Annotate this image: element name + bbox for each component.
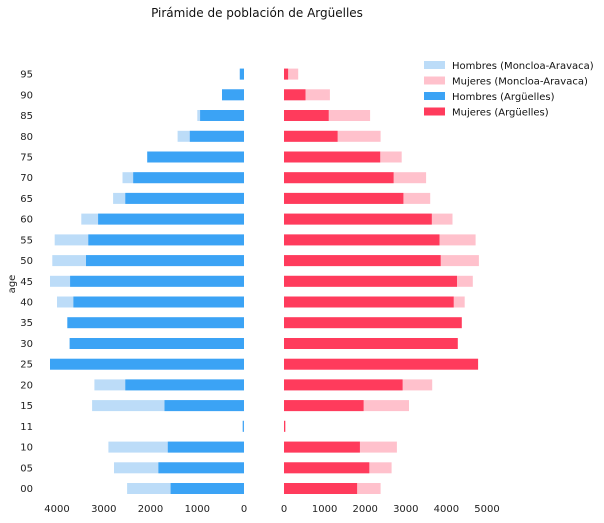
age-tick-label: 40 <box>20 298 33 309</box>
x-tick-right: 5000 <box>474 504 499 515</box>
bar-hombres-2-60 <box>98 213 244 225</box>
bar-hombres-2-80 <box>189 130 244 142</box>
x-tick-left: 1000 <box>185 504 210 515</box>
bar-mujeres-3-65 <box>284 192 404 204</box>
bar-hombres-2-55 <box>88 234 244 246</box>
bar-hombres-2-25 <box>50 358 244 370</box>
x-tick-right: 2000 <box>352 504 377 515</box>
bars-group <box>50 68 479 494</box>
bar-hombres-2-50 <box>86 255 244 267</box>
age-tick-label: 15 <box>20 401 33 412</box>
bar-mujeres-3-10 <box>284 441 360 453</box>
bar-hombres-2-45 <box>70 275 244 287</box>
bar-mujeres-3-75 <box>284 151 381 163</box>
age-tick-label: 20 <box>20 380 33 391</box>
bar-hombres-2-35 <box>67 317 244 329</box>
bar-hombres-2-70 <box>133 172 244 184</box>
age-tick-label: 45 <box>20 277 33 288</box>
bar-mujeres-3-20 <box>284 379 403 391</box>
bar-hombres-2-90 <box>222 89 244 101</box>
bar-mujeres-3-50 <box>284 255 441 267</box>
legend-label: Mujeres (Argüelles) <box>452 108 549 119</box>
bar-mujeres-1-90 <box>284 89 330 101</box>
bar-mujeres-3-80 <box>284 130 338 142</box>
x-tick-right: 1000 <box>312 504 337 515</box>
legend: Hombres (Moncloa-Aravaca) Mujeres (Monclo… <box>424 61 594 119</box>
bar-mujeres-3-60 <box>284 213 432 225</box>
age-tick-label: 65 <box>20 194 33 205</box>
bar-hombres-2-30 <box>69 338 244 349</box>
age-tick-label: 00 <box>20 484 33 495</box>
bar-mujeres-3-40 <box>284 296 454 308</box>
legend-label: Hombres (Argüelles) <box>452 92 555 103</box>
bar-hombres-2-20 <box>125 379 244 391</box>
legend-swatch <box>424 76 445 85</box>
legend-swatch <box>424 92 445 100</box>
x-tick-right: 3000 <box>393 504 418 515</box>
age-tick-label: 75 <box>20 152 33 163</box>
x-tick-left: 4000 <box>44 504 69 515</box>
bar-mujeres-3-95 <box>284 68 289 80</box>
bar-hombres-2-75 <box>147 151 244 163</box>
bar-hombres-0-11 <box>242 420 244 432</box>
bar-hombres-2-10 <box>167 441 244 453</box>
legend-label: Mujeres (Moncloa-Aravaca) <box>452 77 588 88</box>
x-tick-right: 0 <box>281 504 287 515</box>
age-tick-label: 55 <box>20 235 33 246</box>
bar-hombres-2-40 <box>73 296 245 308</box>
bar-mujeres-3-90 <box>284 89 306 101</box>
category-ticks: 00 05 10 11 15 20 25 30 35 40 45 50 55 60 65 70 75 80 85 90… <box>20 70 33 495</box>
bar-mujeres-3-11 <box>284 420 286 432</box>
bar-hombres-2-11 <box>243 420 244 432</box>
bar-mujeres-3-70 <box>284 172 394 184</box>
age-tick-label: 10 <box>20 443 33 454</box>
bar-hombres-2-00 <box>170 483 244 494</box>
age-tick-label: 05 <box>20 463 33 474</box>
age-tick-label: 70 <box>20 173 33 184</box>
bar-hombres-2-95 <box>239 68 244 80</box>
age-tick-label: 95 <box>20 70 33 81</box>
age-tick-label: 85 <box>20 111 33 122</box>
x-ticks: 4000 3000 2000 1000 0 0 1000 2000 3000 4000 5000 <box>44 504 499 515</box>
legend-label: Hombres (Moncloa-Aravaca) <box>452 61 594 72</box>
bar-mujeres-3-35 <box>284 317 462 329</box>
age-tick-label: 60 <box>20 215 33 226</box>
age-tick-label: 35 <box>20 318 33 329</box>
y-axis-label: age <box>7 275 18 294</box>
legend-swatch <box>424 107 445 116</box>
x-tick-left: 3000 <box>91 504 116 515</box>
age-tick-label: 80 <box>20 132 33 143</box>
bar-hombres-2-05 <box>158 462 244 474</box>
bar-hombres-2-65 <box>125 192 244 204</box>
bar-mujeres-3-25 <box>284 358 479 370</box>
age-tick-label: 90 <box>20 90 33 101</box>
bar-mujeres-3-30 <box>284 338 458 349</box>
bar-mujeres-3-85 <box>284 110 329 121</box>
age-tick-label: 25 <box>20 360 33 371</box>
chart-title: Pirámide de población de Argüelles <box>151 6 363 20</box>
legend-swatch <box>424 61 445 69</box>
x-tick-left: 0 <box>241 504 247 515</box>
bar-hombres-2-15 <box>164 400 244 412</box>
x-tick-right: 4000 <box>434 504 459 515</box>
bar-mujeres-3-05 <box>284 462 370 474</box>
bar-mujeres-3-00 <box>284 483 358 494</box>
bar-mujeres-1-95 <box>284 68 299 80</box>
bar-hombres-2-85 <box>200 110 244 121</box>
age-tick-label: 30 <box>20 339 33 350</box>
bar-mujeres-3-15 <box>284 400 364 412</box>
bar-mujeres-3-45 <box>284 275 457 287</box>
age-tick-label: 11 <box>20 422 33 433</box>
x-tick-left: 2000 <box>138 504 163 515</box>
bar-mujeres-3-55 <box>284 234 440 246</box>
age-tick-label: 50 <box>20 256 33 267</box>
